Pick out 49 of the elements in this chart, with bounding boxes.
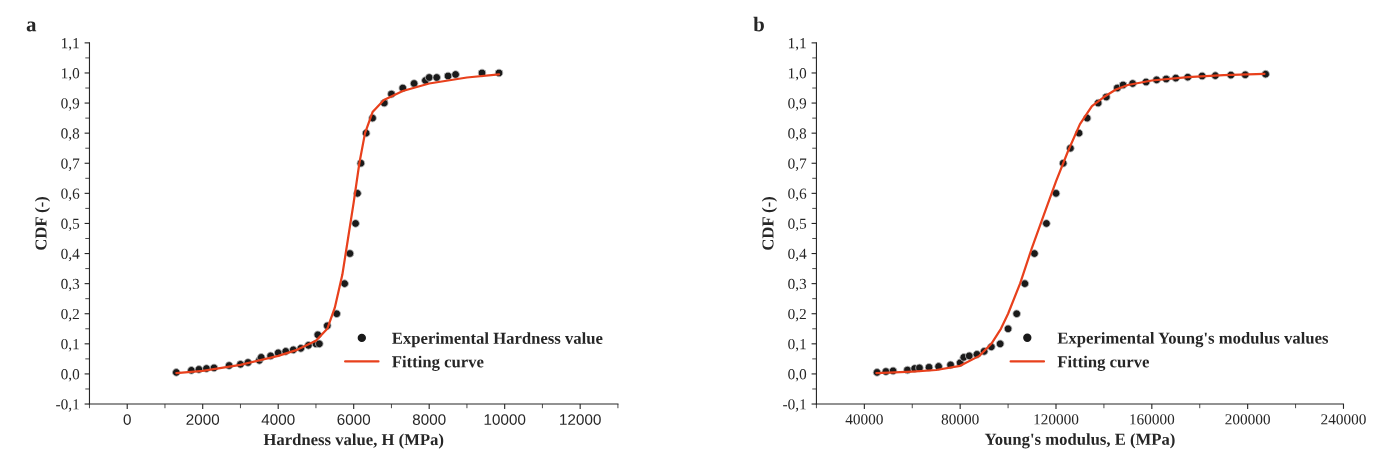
x-tick-label: 0	[123, 414, 131, 425]
y-tick-label: 0,3	[788, 278, 807, 292]
y-tick-label: 0,8	[61, 128, 80, 141]
y-tick-label: 1,0	[788, 68, 807, 81]
x-axis-title: Hardness value, H (MPa)	[263, 433, 444, 449]
y-tick-label: 0,5	[788, 218, 807, 232]
y-tick-label: 0,1	[788, 338, 806, 352]
y-tick-label: 0,7	[788, 158, 807, 171]
y-tick-label: 0,6	[788, 188, 807, 201]
text: a	[26, 21, 37, 32]
y-tick-label: -0,1	[783, 399, 806, 412]
y-tick-label: 1,1	[788, 38, 806, 51]
y-tick-label: 0,8	[788, 128, 807, 141]
legend-label: Experimental Hardness value	[392, 332, 603, 348]
y-tick-label: -0,1	[56, 399, 79, 412]
y-tick-label: 0,1	[61, 338, 79, 352]
y-tick-label: 0,9	[788, 98, 807, 111]
y-tick-label: 0,0	[61, 369, 80, 382]
y-tick-label: 1,0	[62, 68, 80, 81]
x-axis-title: Young's modulus, E (MPa)	[984, 433, 1175, 449]
y-tick-label: 0,2	[61, 308, 79, 322]
y-tick-label: 0,9	[61, 98, 80, 111]
y-tick-label: 0,5	[61, 218, 80, 232]
text: b	[753, 16, 764, 32]
x-tick-label: 2000	[186, 414, 220, 425]
y-tick-label: 1,1	[62, 38, 79, 51]
legend-label: Fitting curve	[1057, 355, 1149, 371]
x-tick-label: 12000	[560, 414, 601, 425]
y-tick-label: 0,4	[788, 248, 807, 262]
y-tick-label: 0,0	[788, 369, 807, 382]
y-axis-title: CDF (-)	[34, 196, 51, 250]
y-axis-title: CDF (-)	[761, 196, 777, 250]
legend-label: Experimental Young's modulus values	[1057, 332, 1329, 348]
x-tick-label: 200000	[1225, 414, 1270, 425]
x-tick-label: 6000	[337, 414, 371, 425]
x-tick-label: 80000	[941, 414, 979, 425]
x-tick-label: 8000	[412, 414, 446, 425]
y-tick-label: 0,4	[61, 248, 80, 262]
x-tick-label: 4000	[261, 414, 295, 425]
x-tick-label: 120000	[1034, 414, 1079, 425]
y-tick-label: 0,7	[61, 158, 80, 171]
legend-label: Fitting curve	[392, 355, 484, 371]
x-tick-label: 10000	[484, 414, 526, 425]
y-tick-label: 0,3	[61, 278, 80, 292]
y-tick-label: 0,2	[788, 308, 806, 322]
x-tick-label: 240000	[1321, 414, 1366, 425]
y-tick-label: 0,6	[61, 188, 80, 201]
x-tick-label: 40000	[845, 414, 883, 425]
x-tick-label: 160000	[1130, 414, 1175, 425]
